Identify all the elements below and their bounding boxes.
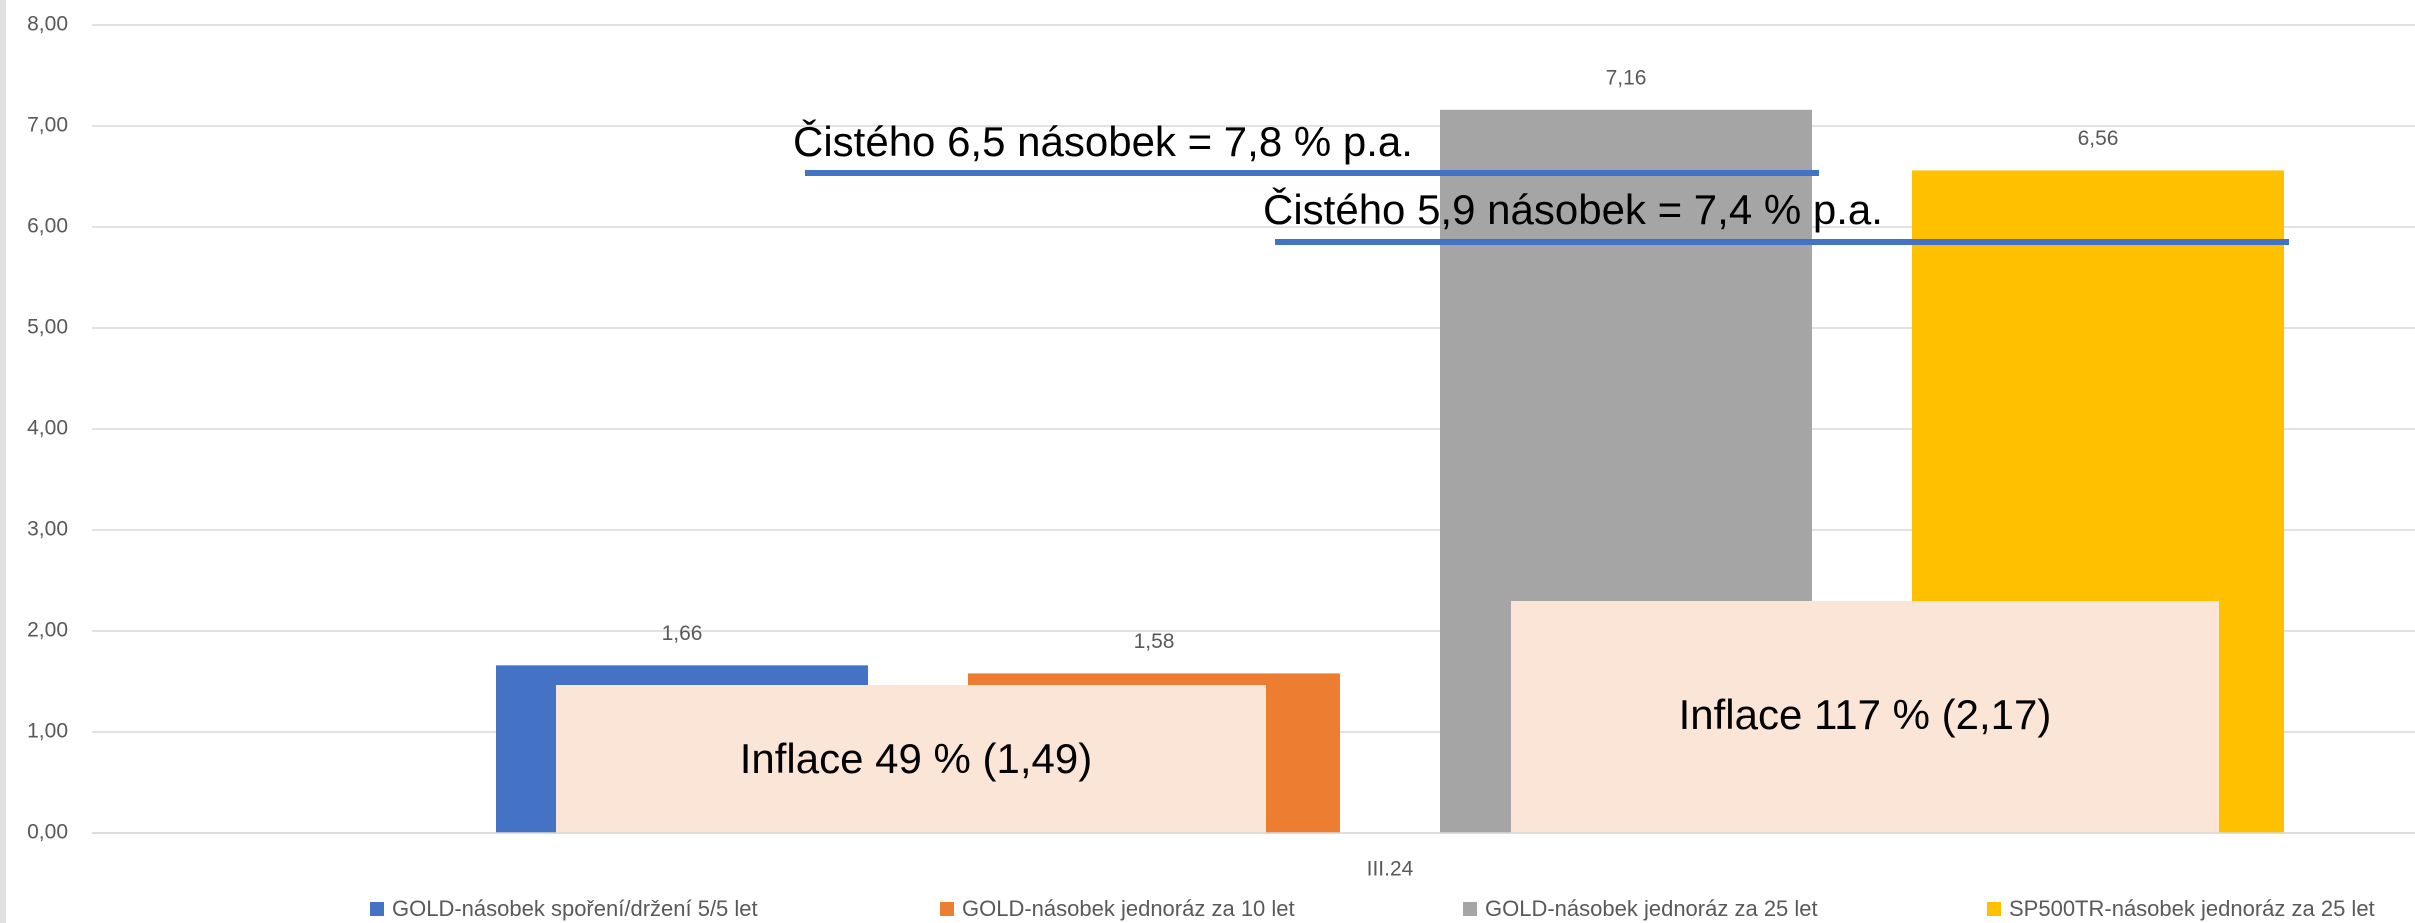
y-tick-label: 6,00 (27, 215, 68, 238)
y-tick-label: 2,00 (27, 619, 68, 642)
inflation-box (556, 685, 1266, 833)
annotation: Čistého 6,5 násobek = 7,8 % p.a. (793, 118, 1413, 165)
legend-label: GOLD-násobek jednoráz za 25 let (1485, 896, 1818, 921)
legend-swatch (1987, 902, 2001, 916)
data-label: 6,56 (2078, 127, 2119, 150)
annotation: Čistého 5,9 násobek = 7,4 % p.a. (1263, 186, 1883, 233)
data-label: 1,58 (1134, 630, 1175, 653)
y-tick-label: 0,00 (27, 821, 68, 844)
x-tick-label: III.24 (1367, 858, 1414, 881)
legend-swatch (370, 902, 384, 916)
y-tick-label: 3,00 (27, 518, 68, 541)
legend-label: SP500TR-násobek jednoráz za 25 let (2009, 896, 2375, 921)
inflation-box (1511, 601, 2219, 833)
legend-label: GOLD-násobek spoření/držení 5/5 let (392, 896, 758, 921)
data-label: 1,66 (662, 622, 703, 645)
y-tick-label: 1,00 (27, 720, 68, 743)
left-edge (0, 0, 6, 923)
y-tick-label: 4,00 (27, 417, 68, 440)
legend-swatch (1463, 902, 1477, 916)
y-tick-label: 7,00 (27, 114, 68, 137)
annotation: Inflace 49 % (1,49) (740, 735, 1093, 782)
legend-swatch (940, 902, 954, 916)
data-label: 7,16 (1606, 66, 1647, 89)
y-tick-label: 8,00 (27, 13, 68, 36)
y-tick-label: 5,00 (27, 316, 68, 339)
annotation: Inflace 117 % (2,17) (1679, 691, 2052, 738)
legend-label: GOLD-násobek jednoráz za 10 let (962, 896, 1295, 921)
